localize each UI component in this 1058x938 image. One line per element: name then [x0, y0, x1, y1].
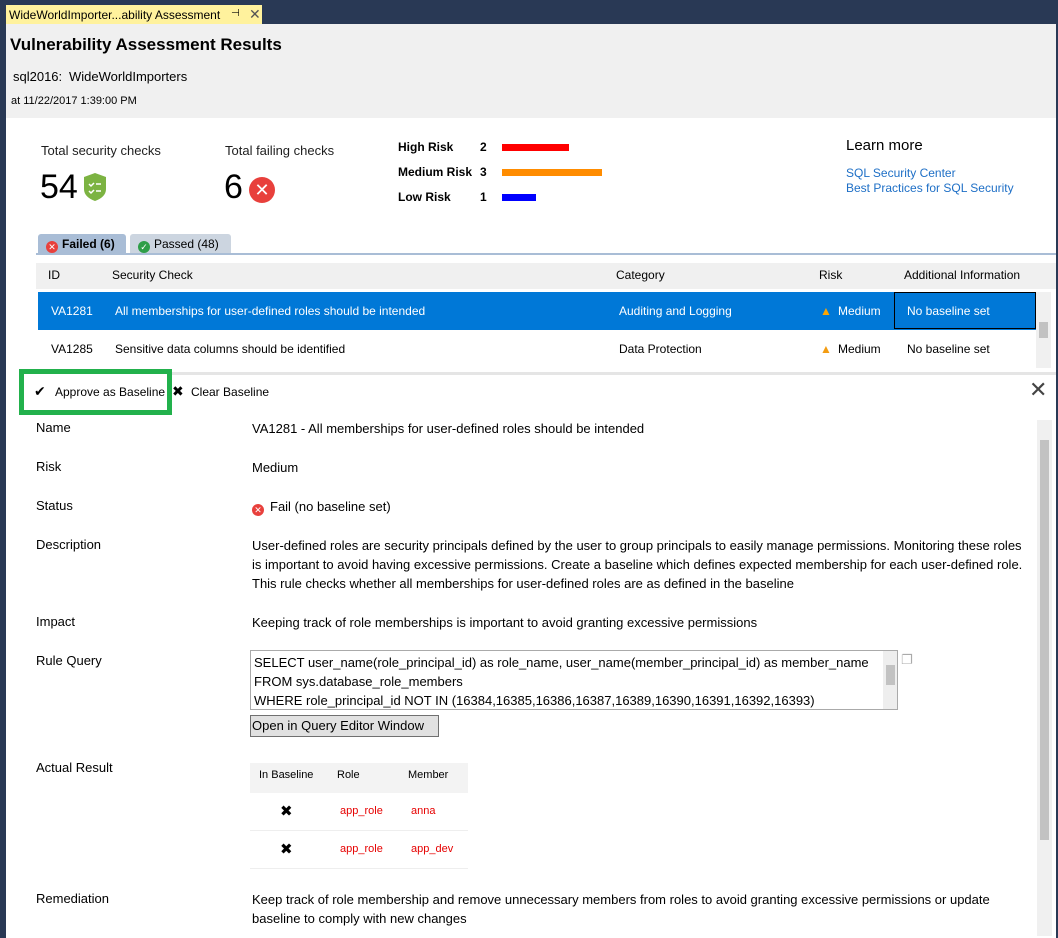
open-query-editor-button[interactable]: Open in Query Editor Window [250, 715, 439, 737]
description-value: User-defined roles are security principa… [252, 538, 1023, 591]
warning-icon: ▲ [820, 304, 832, 318]
fail-icon: ✕ [252, 504, 264, 516]
table-scrollbar[interactable] [1036, 292, 1051, 368]
high-risk-bar [502, 144, 569, 151]
approve-baseline-button[interactable]: ✔ Approve as Baseline [19, 369, 172, 415]
table-row[interactable]: VA1285 Sensitive data columns should be … [51, 342, 990, 356]
close-details-icon[interactable]: ✕ [1029, 377, 1048, 402]
server-name: sql2016: [13, 69, 63, 84]
pin-icon[interactable]: ⊣ [231, 8, 240, 19]
details-scrollbar[interactable] [1037, 420, 1052, 936]
x-icon: ✖ [172, 383, 184, 399]
scan-timestamp: at 11/22/2017 1:39:00 PM [11, 95, 137, 107]
copy-icon[interactable]: ❐ [901, 652, 913, 667]
learn-more-title: Learn more [846, 137, 923, 154]
document-tab[interactable]: WideWorldImporter...ability Assessment ⊣… [6, 5, 262, 25]
query-scrollbar[interactable] [883, 651, 897, 709]
status-value: Fail (no baseline set) [270, 499, 391, 514]
col-security-check[interactable]: Security Check [112, 268, 193, 282]
impact-value: Keeping track of role memberships is imp… [252, 615, 758, 630]
risk-value: Medium [252, 460, 299, 475]
warning-icon: ▲ [820, 342, 832, 356]
risk-label: Risk [36, 459, 62, 474]
not-in-baseline-icon: ✖ [280, 841, 293, 858]
best-practices-link[interactable]: Best Practices for SQL Security [846, 181, 1014, 195]
total-checks-value: 54 [40, 168, 78, 206]
failing-checks-label: Total failing checks [225, 143, 335, 158]
remediation-label: Remediation [36, 891, 109, 906]
close-icon[interactable]: ✕ [249, 6, 261, 22]
low-risk-count: 1 [480, 190, 487, 204]
tab-divider [36, 253, 1056, 255]
result-row: ✖ app_role app_dev [250, 831, 468, 869]
actual-result-label: Actual Result [36, 760, 113, 775]
low-risk-label: Low Risk [398, 190, 451, 204]
pass-icon: ✓ [138, 241, 150, 253]
col-additional-info[interactable]: Additional Information [904, 268, 1021, 282]
database-name: WideWorldImporters [69, 69, 188, 84]
not-in-baseline-icon: ✖ [280, 803, 293, 820]
name-label: Name [36, 420, 71, 435]
clear-baseline-button[interactable]: ✖ Clear Baseline [172, 383, 270, 399]
description-label: Description [36, 537, 102, 552]
fail-icon: ✕ [249, 177, 275, 203]
total-checks-label: Total security checks [41, 143, 161, 158]
high-risk-label: High Risk [398, 140, 454, 154]
tab-title: WideWorldImporter...ability Assessment [9, 8, 221, 22]
medium-risk-bar [502, 169, 602, 176]
fail-icon: ✕ [46, 241, 58, 253]
result-header: In Baseline Role Member [250, 763, 468, 793]
name-value: VA1281 - All memberships for user-define… [252, 421, 645, 436]
medium-risk-label: Medium Risk [398, 165, 473, 179]
table-row-selected[interactable]: VA1281 All memberships for user-defined … [38, 292, 1036, 330]
failing-checks-value: 6 [224, 168, 243, 206]
col-id[interactable]: ID [48, 268, 60, 282]
status-label: Status [36, 498, 73, 513]
splitter[interactable] [36, 372, 1056, 375]
sql-security-center-link[interactable]: SQL Security Center [846, 166, 956, 180]
col-risk[interactable]: Risk [819, 268, 843, 282]
rule-query-textbox[interactable]: SELECT user_name(role_principal_id) as r… [250, 650, 898, 710]
page-title: Vulnerability Assessment Results [10, 35, 282, 54]
impact-label: Impact [36, 614, 76, 629]
table-header: ID Security Check Category Risk Addition… [36, 263, 1056, 289]
header: Vulnerability Assessment Results sql2016… [6, 24, 1056, 118]
tab-passed[interactable]: ✓ Passed (48) [130, 234, 231, 254]
low-risk-bar [502, 194, 536, 201]
shield-check-icon [84, 173, 106, 201]
assessment-window: Vulnerability Assessment Results sql2016… [6, 24, 1056, 938]
high-risk-count: 2 [480, 140, 487, 154]
medium-risk-count: 3 [480, 165, 487, 179]
rule-query-label: Rule Query [36, 653, 102, 668]
tab-failed[interactable]: ✕ Failed (6) [38, 234, 126, 254]
col-category[interactable]: Category [616, 268, 665, 282]
result-row: ✖ app_role anna [250, 793, 468, 831]
check-icon: ✔ [34, 383, 46, 399]
remediation-value: Keep track of role membership and remove… [252, 892, 990, 926]
